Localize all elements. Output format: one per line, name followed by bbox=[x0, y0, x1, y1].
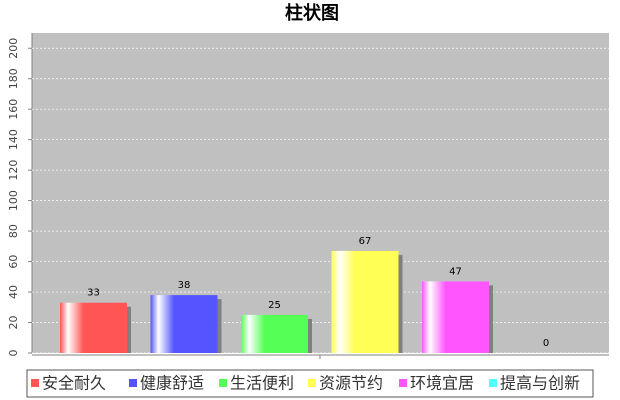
bar bbox=[422, 281, 489, 353]
y-tick-label: 100 bbox=[7, 190, 20, 211]
y-tick-label: 60 bbox=[7, 255, 20, 269]
y-tick-label: 40 bbox=[7, 285, 20, 299]
legend-marker bbox=[308, 379, 316, 387]
legend-label: 提高与创新 bbox=[500, 374, 580, 393]
y-tick-label: 20 bbox=[7, 316, 20, 330]
plot-area bbox=[32, 33, 609, 353]
legend-label: 健康舒适 bbox=[140, 374, 204, 393]
legend-label: 资源节约 bbox=[319, 374, 383, 393]
legend-marker bbox=[489, 379, 497, 387]
data-label: 25 bbox=[268, 300, 281, 311]
legend bbox=[26, 369, 594, 398]
chart-title: 柱状图 bbox=[285, 2, 339, 24]
y-tick-label: 140 bbox=[7, 129, 20, 150]
y-tick-label: 200 bbox=[7, 38, 20, 59]
legend-marker bbox=[219, 379, 227, 387]
legend-marker bbox=[31, 379, 39, 387]
legend-label: 环境宜居 bbox=[410, 374, 474, 393]
y-tick-label: 0 bbox=[7, 350, 20, 357]
legend-marker bbox=[399, 379, 407, 387]
data-label: 33 bbox=[87, 288, 100, 299]
data-label: 47 bbox=[449, 266, 462, 277]
bar bbox=[241, 314, 308, 353]
data-label: 38 bbox=[178, 280, 191, 291]
legend-marker bbox=[129, 379, 137, 387]
bar bbox=[60, 302, 127, 353]
y-tick-label: 180 bbox=[7, 68, 20, 89]
y-tick-label: 120 bbox=[7, 160, 20, 181]
y-tick-label: 80 bbox=[7, 224, 20, 238]
bar bbox=[150, 295, 218, 353]
legend-label: 安全耐久 bbox=[42, 374, 106, 393]
data-label: 67 bbox=[359, 236, 372, 247]
y-tick-label: 160 bbox=[7, 99, 20, 120]
data-label: 0 bbox=[543, 338, 549, 349]
bar bbox=[331, 250, 399, 353]
legend-label: 生活便利 bbox=[230, 374, 294, 393]
